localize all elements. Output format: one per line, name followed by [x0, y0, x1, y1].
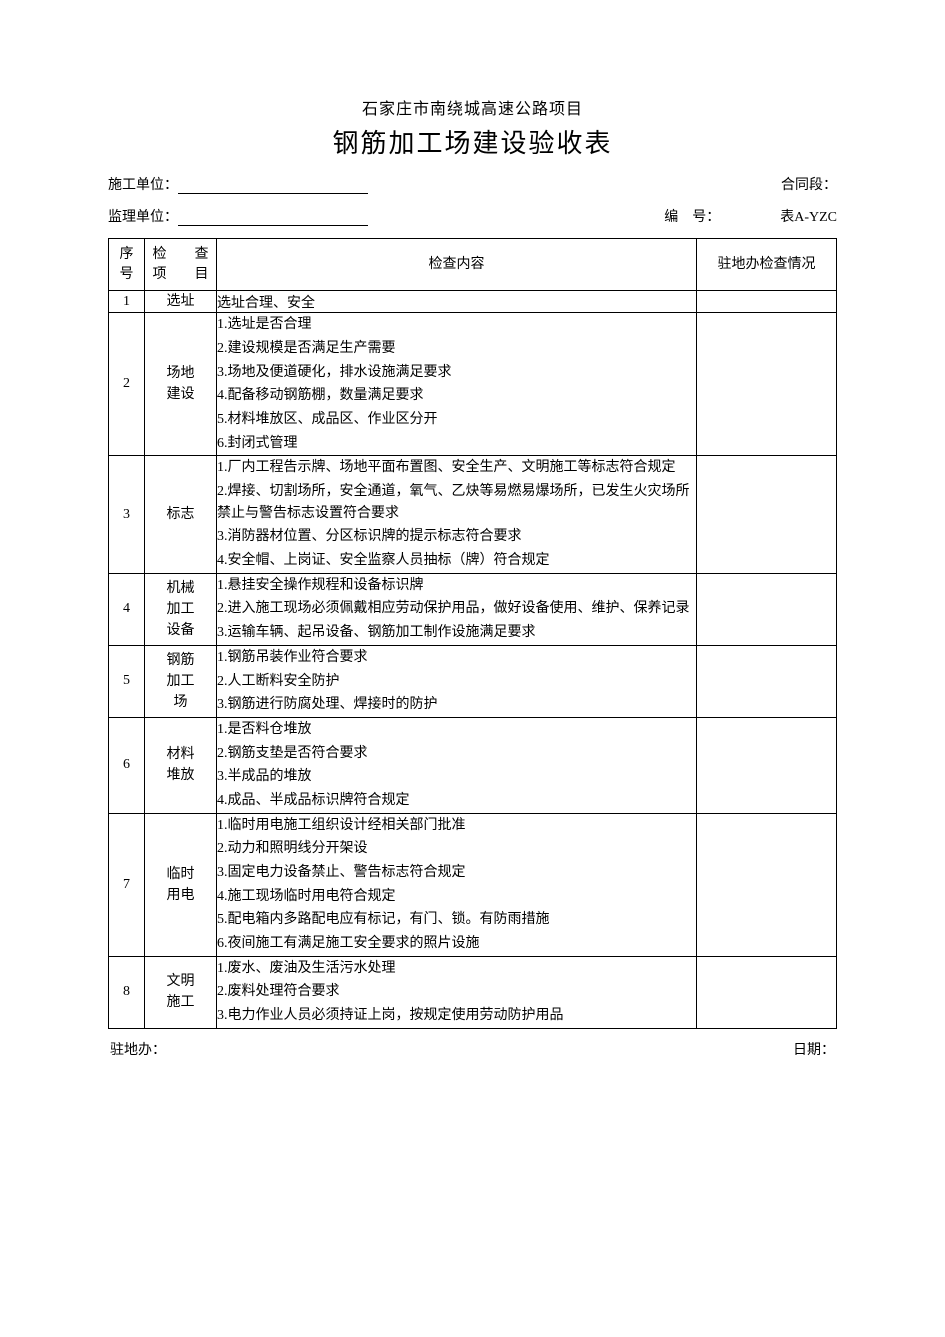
- content-line: 1.悬挂安全操作规程和设备标识牌: [217, 574, 696, 598]
- content-line: 4.成品、半成品标识牌符合规定: [217, 789, 696, 813]
- content-cell: 1.厂内工程告示牌、场地平面布置图、安全生产、文明施工等标志符合规定2.焊接、切…: [217, 456, 697, 573]
- content-cell: 1.选址是否合理2.建设规模是否满足生产需要3.场地及便道硬化，排水设施满足要求…: [217, 313, 697, 456]
- meta-row-1: 施工单位： 合同段：: [108, 174, 837, 194]
- content-line: 1.选址是否合理: [217, 313, 696, 337]
- table-row: 4机械加工设备1.悬挂安全操作规程和设备标识牌2.进入施工现场必须佩戴相应劳动保…: [109, 573, 837, 645]
- check-cell[interactable]: [697, 717, 837, 813]
- seq-cell: 3: [109, 456, 145, 573]
- col-content-header: 检查内容: [217, 239, 697, 291]
- item-cell: 材料堆放: [145, 717, 217, 813]
- content-line: 5.配电箱内多路配电应有标记，有门、锁。有防雨措施: [217, 908, 696, 932]
- content-line: 2.动力和照明线分开架设: [217, 837, 696, 861]
- col-check-header: 驻地办检查情况: [697, 239, 837, 291]
- content-list: 1.临时用电施工组织设计经相关部门批准2.动力和照明线分开架设3.固定电力设备禁…: [217, 814, 696, 956]
- content-line: 3.电力作业人员必须持证上岗，按规定使用劳动防护用品: [217, 1004, 696, 1028]
- content-cell: 1.临时用电施工组织设计经相关部门批准2.动力和照明线分开架设3.固定电力设备禁…: [217, 813, 697, 956]
- item-cell: 标志: [145, 456, 217, 573]
- content-list: 1.是否料仓堆放2.钢筋支垫是否符合要求3.半成品的堆放4.成品、半成品标识牌符…: [217, 718, 696, 813]
- content-list: 1.悬挂安全操作规程和设备标识牌2.进入施工现场必须佩戴相应劳动保护用品，做好设…: [217, 574, 696, 645]
- construction-unit-label: 施工单位：: [108, 174, 178, 194]
- content-line: 4.配备移动钢筋棚，数量满足要求: [217, 384, 696, 408]
- project-name: 石家庄市南绕城高速公路项目: [108, 95, 837, 119]
- item-cell: 场地建设: [145, 313, 217, 456]
- content-list: 1.钢筋吊装作业符合要求2.人工断料安全防护3.钢筋进行防腐处理、焊接时的防护: [217, 646, 696, 717]
- content-line: 1.钢筋吊装作业符合要求: [217, 646, 696, 670]
- content-line: 3.运输车辆、起吊设备、钢筋加工制作设施满足要求: [217, 621, 696, 645]
- seq-cell: 1: [109, 291, 145, 313]
- construction-unit-field[interactable]: [178, 178, 368, 194]
- content-line: 3.固定电力设备禁止、警告标志符合规定: [217, 861, 696, 885]
- content-list: 1.废水、废油及生活污水处理2.废料处理符合要求3.电力作业人员必须持证上岗，按…: [217, 957, 696, 1028]
- content-line: 3.钢筋进行防腐处理、焊接时的防护: [217, 693, 696, 717]
- content-list: 1.选址是否合理2.建设规模是否满足生产需要3.场地及便道硬化，排水设施满足要求…: [217, 313, 696, 455]
- content-line: 1.废水、废油及生活污水处理: [217, 957, 696, 981]
- col-seq-header: 序号: [109, 239, 145, 291]
- footer-left: 驻地办：: [110, 1039, 166, 1059]
- check-cell[interactable]: [697, 645, 837, 717]
- table-row: 5钢筋加工场1.钢筋吊装作业符合要求2.人工断料安全防护3.钢筋进行防腐处理、焊…: [109, 645, 837, 717]
- content-cell: 1.废水、废油及生活污水处理2.废料处理符合要求3.电力作业人员必须持证上岗，按…: [217, 956, 697, 1028]
- content-line: 5.材料堆放区、成品区、作业区分开: [217, 408, 696, 432]
- table-row: 6材料堆放1.是否料仓堆放2.钢筋支垫是否符合要求3.半成品的堆放4.成品、半成…: [109, 717, 837, 813]
- check-cell[interactable]: [697, 313, 837, 456]
- seq-cell: 5: [109, 645, 145, 717]
- content-line: 2.钢筋支垫是否符合要求: [217, 742, 696, 766]
- form-code: 表A-YZC: [780, 206, 837, 226]
- check-cell[interactable]: [697, 573, 837, 645]
- content-cell: 1.钢筋吊装作业符合要求2.人工断料安全防护3.钢筋进行防腐处理、焊接时的防护: [217, 645, 697, 717]
- content-line: 2.焊接、切割场所，安全通道，氧气、乙炔等易燃易爆场所，已发生火灾场所禁止与警告…: [217, 480, 696, 525]
- serial-label: 编 号：: [664, 206, 720, 226]
- content-line: 6.夜间施工有满足施工安全要求的照片设施: [217, 932, 696, 956]
- table-row: 2场地建设1.选址是否合理2.建设规模是否满足生产需要3.场地及便道硬化，排水设…: [109, 313, 837, 456]
- content-cell: 1.是否料仓堆放2.钢筋支垫是否符合要求3.半成品的堆放4.成品、半成品标识牌符…: [217, 717, 697, 813]
- content-line: 1.临时用电施工组织设计经相关部门批准: [217, 814, 696, 838]
- table-header-row: 序号 检 查 项 目 检查内容 驻地办检查情况: [109, 239, 837, 291]
- inspection-table: 序号 检 查 项 目 检查内容 驻地办检查情况 1选址选址合理、安全2场地建设1…: [108, 238, 837, 1029]
- content-line: 3.半成品的堆放: [217, 765, 696, 789]
- table-row: 8文明施工1.废水、废油及生活污水处理2.废料处理符合要求3.电力作业人员必须持…: [109, 956, 837, 1028]
- content-line: 1.厂内工程告示牌、场地平面布置图、安全生产、文明施工等标志符合规定: [217, 456, 696, 480]
- content-line: 4.安全帽、上岗证、安全监察人员抽标（牌）符合规定: [217, 549, 696, 573]
- table-body: 1选址选址合理、安全2场地建设1.选址是否合理2.建设规模是否满足生产需要3.场…: [109, 291, 837, 1029]
- supervision-unit-label: 监理单位：: [108, 206, 178, 226]
- footer-right: 日期：: [793, 1039, 835, 1059]
- table-row: 1选址选址合理、安全: [109, 291, 837, 313]
- item-cell: 机械加工设备: [145, 573, 217, 645]
- contract-section-label: 合同段：: [781, 174, 837, 194]
- item-cell: 临时用电: [145, 813, 217, 956]
- content-line: 2.进入施工现场必须佩戴相应劳动保护用品，做好设备使用、维护、保养记录: [217, 597, 696, 621]
- meta-row-2: 监理单位： 编 号： 表A-YZC: [108, 206, 837, 226]
- check-cell[interactable]: [697, 813, 837, 956]
- check-cell[interactable]: [697, 456, 837, 573]
- seq-cell: 8: [109, 956, 145, 1028]
- content-line: 2.人工断料安全防护: [217, 670, 696, 694]
- content-line: 2.废料处理符合要求: [217, 980, 696, 1004]
- check-cell[interactable]: [697, 956, 837, 1028]
- check-cell[interactable]: [697, 291, 837, 313]
- item-cell: 选址: [145, 291, 217, 313]
- col-item-header: 检 查 项 目: [145, 239, 217, 291]
- document-header: 石家庄市南绕城高速公路项目 钢筋加工场建设验收表: [108, 95, 837, 160]
- content-line: 2.建设规模是否满足生产需要: [217, 337, 696, 361]
- content-line: 3.场地及便道硬化，排水设施满足要求: [217, 361, 696, 385]
- item-cell: 钢筋加工场: [145, 645, 217, 717]
- table-row: 7临时用电1.临时用电施工组织设计经相关部门批准2.动力和照明线分开架设3.固定…: [109, 813, 837, 956]
- content-cell: 选址合理、安全: [217, 291, 697, 313]
- seq-cell: 2: [109, 313, 145, 456]
- content-line: 4.施工现场临时用电符合规定: [217, 885, 696, 909]
- content-list: 1.厂内工程告示牌、场地平面布置图、安全生产、文明施工等标志符合规定2.焊接、切…: [217, 456, 696, 572]
- seq-cell: 4: [109, 573, 145, 645]
- supervision-unit-field[interactable]: [178, 210, 368, 226]
- item-cell: 文明施工: [145, 956, 217, 1028]
- seq-cell: 6: [109, 717, 145, 813]
- table-row: 3标志1.厂内工程告示牌、场地平面布置图、安全生产、文明施工等标志符合规定2.焊…: [109, 456, 837, 573]
- document-title: 钢筋加工场建设验收表: [108, 123, 837, 160]
- content-line: 1.是否料仓堆放: [217, 718, 696, 742]
- content-line: 6.封闭式管理: [217, 432, 696, 456]
- seq-cell: 7: [109, 813, 145, 956]
- content-line: 3.消防器材位置、分区标识牌的提示标志符合要求: [217, 525, 696, 549]
- footer-row: 驻地办： 日期：: [108, 1039, 837, 1059]
- content-cell: 1.悬挂安全操作规程和设备标识牌2.进入施工现场必须佩戴相应劳动保护用品，做好设…: [217, 573, 697, 645]
